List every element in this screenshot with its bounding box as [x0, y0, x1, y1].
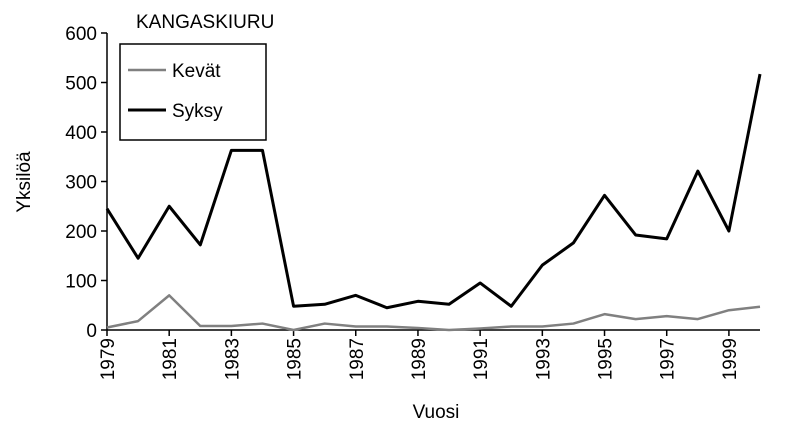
x-tick-label: 1989 [409, 338, 430, 380]
x-tick-label: 1983 [222, 338, 243, 380]
x-tick-label: 1979 [98, 338, 119, 380]
y-tick-label: 200 [65, 222, 97, 243]
legend-label: Kevät [172, 61, 221, 82]
x-tick-label: 1981 [160, 338, 181, 380]
y-tick-label: 500 [65, 74, 97, 95]
y-tick-label: 400 [65, 123, 97, 144]
x-tick-label: 1987 [347, 338, 368, 380]
y-tick-label: 300 [65, 173, 97, 194]
y-tick-label: 600 [65, 24, 97, 45]
chart-title: KANGASKIURU [136, 12, 274, 33]
legend-label: Syksy [172, 101, 223, 122]
series-line [106, 294, 761, 332]
x-tick-label: 1995 [596, 338, 617, 380]
x-tick-label: 1999 [720, 338, 741, 380]
y-axis-label: Yksilöä [14, 151, 35, 213]
y-tick-label: 0 [86, 321, 97, 342]
legend-box [119, 43, 267, 141]
x-axis-label: Vuosi [413, 402, 460, 423]
series-line [105, 73, 762, 310]
x-tick-label: 1997 [658, 338, 679, 380]
x-tick-label: 1985 [285, 338, 306, 380]
x-tick-label: 1993 [533, 338, 554, 380]
x-tick-label: 1991 [471, 338, 492, 380]
y-tick-label: 100 [65, 272, 97, 293]
